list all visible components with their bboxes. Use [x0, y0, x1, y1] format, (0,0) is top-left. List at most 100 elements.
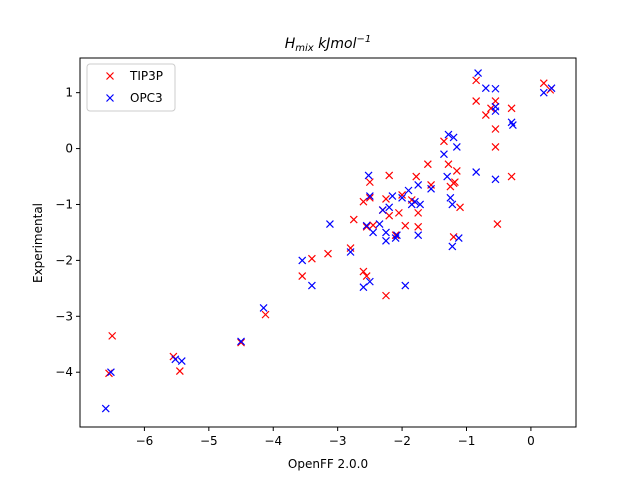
- chart-title: Hmix kJmol−1: [285, 34, 372, 54]
- data-point-opc3: [539, 88, 548, 97]
- data-point-tip3p: [491, 125, 500, 133]
- data-point-opc3: [449, 133, 458, 142]
- data-point-tip3p: [507, 172, 516, 181]
- data-point-opc3: [369, 228, 378, 237]
- data-point-opc3: [307, 281, 316, 290]
- y-axis-label: Experimental: [31, 203, 45, 283]
- data-point-tip3p: [423, 160, 432, 169]
- data-point-tip3p: [324, 249, 332, 258]
- data-point-tip3p: [414, 222, 423, 231]
- data-point-opc3: [452, 142, 461, 151]
- x-tick-label: 0: [527, 434, 535, 448]
- y-axis-ticks: −4 −3 −2 −1 0 1: [55, 86, 80, 379]
- data-point-opc3: [177, 357, 186, 365]
- data-point-tip3p: [108, 331, 117, 340]
- x-tick-label: −1: [458, 434, 476, 448]
- data-point-opc3: [365, 277, 374, 286]
- x-axis-label: OpenFF 2.0.0: [288, 457, 368, 471]
- data-point-tip3p: [359, 197, 368, 206]
- plot-area: [79, 57, 577, 428]
- title-rest: kJmol: [314, 36, 357, 52]
- data-point-opc3: [416, 200, 425, 209]
- data-point-opc3: [385, 203, 394, 212]
- data-point-tip3p: [359, 267, 368, 276]
- data-point-opc3: [547, 84, 556, 93]
- data-point-opc3: [378, 206, 387, 214]
- x-tick-label: −2: [393, 434, 411, 448]
- data-point-tip3p: [349, 215, 358, 224]
- data-point-opc3: [440, 150, 448, 159]
- data-point-tip3p: [481, 111, 490, 119]
- title-superscript: −1: [357, 34, 372, 45]
- data-point-opc3: [106, 368, 115, 377]
- data-point-opc3: [446, 193, 455, 202]
- data-point-tip3p: [452, 167, 461, 175]
- data-point-tip3p: [472, 76, 481, 85]
- data-point-opc3: [382, 228, 390, 237]
- legend-marker-tip3p: [106, 72, 114, 80]
- x-tick-label: −6: [136, 434, 154, 448]
- y-tick-label: 0: [65, 142, 73, 156]
- data-point-opc3: [101, 404, 110, 413]
- x-axis-ticks: −6 −5 −4 −3 −2 −1 0: [136, 427, 535, 448]
- data-point-tip3p: [365, 178, 374, 187]
- data-point-opc3: [393, 231, 401, 240]
- y-tick-label: 1: [65, 86, 73, 100]
- data-point-opc3: [427, 184, 435, 193]
- data-point-opc3: [491, 107, 500, 116]
- data-point-tip3p: [491, 97, 500, 105]
- data-point-opc3: [448, 200, 457, 209]
- data-point-tip3p: [298, 272, 307, 280]
- data-point-tip3p: [412, 172, 421, 181]
- data-point-tip3p: [307, 254, 316, 263]
- data-point-opc3: [259, 303, 268, 312]
- data-point-opc3: [481, 84, 490, 93]
- data-point-tip3p: [539, 79, 548, 88]
- data-point-opc3: [448, 242, 457, 251]
- data-point-opc3: [365, 192, 374, 201]
- data-point-tip3p: [493, 220, 502, 228]
- data-point-tip3p: [382, 291, 390, 300]
- data-point-tip3p: [401, 221, 410, 230]
- series-tip3p: [105, 76, 555, 378]
- legend-items: TIP3P OPC3: [106, 69, 163, 105]
- x-tick-label: −3: [329, 434, 347, 448]
- y-tick-label: −1: [55, 197, 73, 211]
- data-point-opc3: [454, 234, 463, 242]
- data-point-tip3p: [444, 160, 453, 169]
- data-point-opc3: [375, 220, 384, 228]
- legend-label-opc3: OPC3: [130, 91, 163, 105]
- y-tick-label: −3: [55, 309, 73, 323]
- data-point-opc3: [382, 236, 390, 245]
- data-point-tip3p: [382, 194, 390, 203]
- data-point-opc3: [472, 168, 481, 176]
- data-point-opc3: [491, 84, 500, 93]
- data-point-tip3p: [456, 203, 464, 212]
- data-point-opc3: [401, 281, 410, 290]
- data-point-tip3p: [450, 178, 459, 187]
- data-point-tip3p: [507, 104, 516, 113]
- data-point-tip3p: [365, 193, 374, 202]
- data-point-tip3p: [414, 208, 423, 217]
- data-point-opc3: [388, 192, 397, 201]
- data-point-opc3: [359, 283, 368, 292]
- data-point-opc3: [443, 172, 452, 181]
- data-point-opc3: [326, 220, 334, 228]
- x-tick-label: −4: [264, 434, 282, 448]
- data-point-tip3p: [440, 137, 448, 146]
- data-point-tip3p: [261, 310, 270, 319]
- data-point-opc3: [362, 221, 371, 230]
- data-point-opc3: [398, 193, 407, 202]
- data-point-tip3p: [472, 97, 481, 105]
- data-point-tip3p: [237, 338, 245, 347]
- y-tick-label: −2: [55, 253, 73, 267]
- data-point-opc3: [491, 175, 500, 184]
- data-point-tip3p: [369, 221, 378, 230]
- legend: TIP3P OPC3: [86, 63, 176, 112]
- data-point-tip3p: [398, 191, 407, 199]
- title-main: H: [285, 36, 296, 52]
- data-point-opc3: [364, 171, 373, 180]
- data-point-opc3: [414, 231, 423, 240]
- title-subscript: mix: [295, 43, 314, 54]
